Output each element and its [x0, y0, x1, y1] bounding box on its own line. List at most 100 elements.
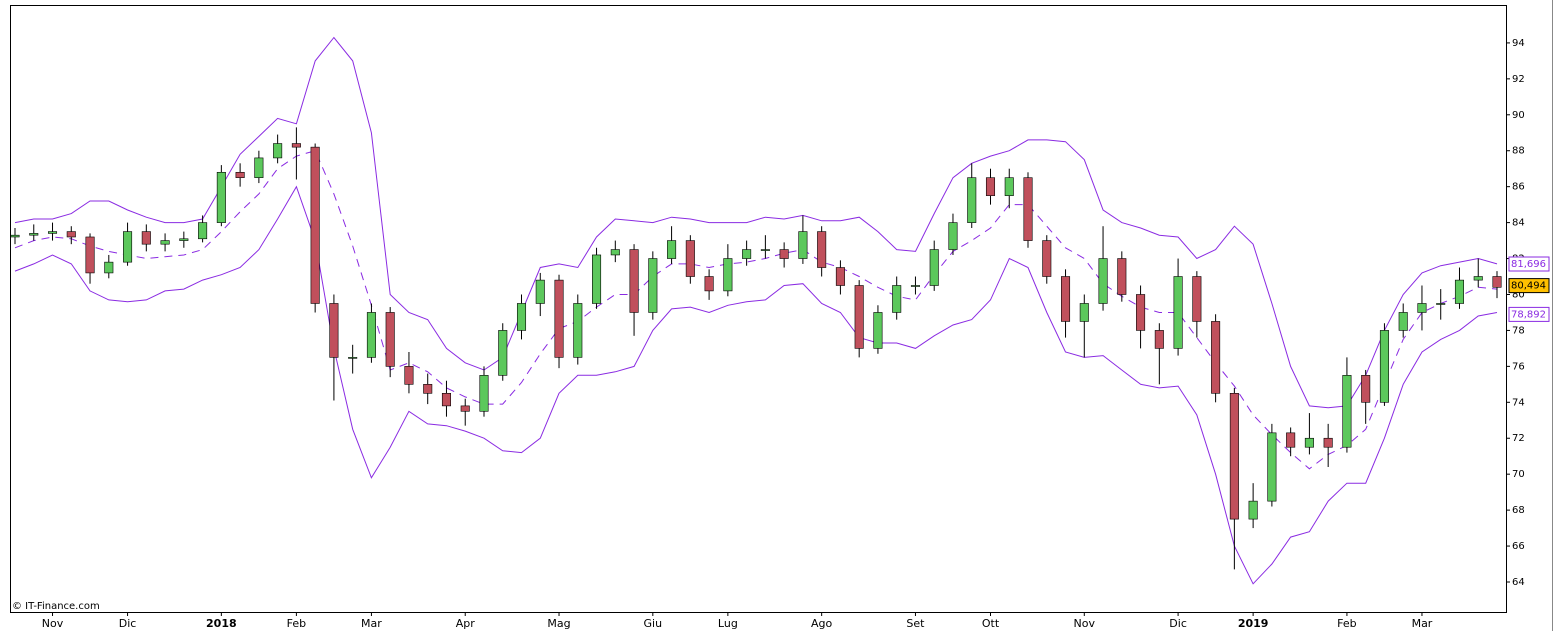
x-tick-label: 2018 [206, 617, 237, 630]
candle-body [1211, 321, 1221, 394]
price-label-box [1508, 306, 1550, 322]
candle-body [366, 312, 376, 358]
candle-body [47, 231, 58, 234]
candle-body [1342, 375, 1352, 448]
x-tick-label: 2019 [1238, 617, 1269, 630]
x-tick-label: Mar [1412, 617, 1433, 630]
candle-body [892, 285, 902, 313]
x-tick-label: Giu [644, 617, 663, 630]
x-tick-label: Dic [119, 617, 137, 630]
candle-body [198, 222, 208, 240]
candle-body [929, 249, 939, 286]
candle-body [423, 384, 433, 394]
candle-body [348, 357, 358, 359]
candle-body [1192, 276, 1202, 322]
candle-body [723, 258, 733, 292]
plot-frame [10, 5, 1507, 613]
candle-body [1286, 432, 1296, 448]
candle-body [254, 157, 264, 178]
candle-body [610, 249, 620, 256]
candle-body [1061, 276, 1071, 322]
x-tick-label: Apr [456, 617, 476, 630]
y-tick-label: 80 [1512, 289, 1525, 300]
y-tick-label: 84 [1512, 218, 1525, 229]
candle-body [760, 249, 770, 251]
candle-body [123, 231, 133, 263]
candle-body [498, 330, 508, 376]
candle-body [873, 312, 883, 349]
y-tick-label: 88 [1512, 146, 1525, 157]
candle-body [1323, 437, 1333, 448]
candle-body [310, 146, 320, 304]
candle-body [573, 303, 583, 358]
candle-body [329, 303, 339, 358]
candle-body [910, 285, 920, 287]
candle-body [779, 249, 789, 259]
watermark: © IT-Finance.com [12, 601, 100, 612]
candle-body [273, 143, 283, 159]
candle-body [535, 279, 545, 304]
candle-body [179, 238, 189, 241]
candle-body [742, 249, 752, 259]
y-tick-label: 72 [1512, 433, 1525, 444]
candle-body [592, 254, 602, 304]
candle-body [160, 240, 170, 245]
candle-body [967, 177, 977, 223]
y-tick-label: 66 [1512, 541, 1525, 552]
price-label: 80,494 [1511, 281, 1546, 292]
candle-body [479, 375, 489, 412]
x-tick-label: Nov [1074, 617, 1096, 630]
x-tick-label: Mar [361, 617, 382, 630]
candle-body [1229, 393, 1239, 520]
candle-body [460, 405, 470, 412]
price-label: 78,892 [1511, 309, 1546, 320]
x-tick-label: Nov [42, 617, 64, 630]
candle-body [1454, 279, 1465, 304]
candle-body [629, 249, 639, 313]
candle-body [648, 258, 658, 313]
candle-body [854, 285, 864, 349]
x-tick-label: Set [906, 617, 925, 630]
candle-body [685, 240, 695, 277]
band-line [14, 36, 1498, 409]
candle-body [1117, 258, 1127, 295]
candle-body [1417, 303, 1427, 313]
candle-body [1473, 276, 1483, 281]
candle-body [1304, 437, 1314, 448]
candle-body [10, 234, 20, 238]
candle-body [1173, 276, 1183, 349]
candle-body [985, 177, 996, 196]
y-tick-label: 70 [1512, 469, 1525, 480]
candle-body [141, 231, 151, 245]
y-tick-label: 78 [1512, 325, 1525, 336]
candle-body [835, 267, 845, 286]
candle-body [1004, 177, 1014, 196]
price-label-box [1508, 256, 1550, 272]
candle-body [1398, 312, 1408, 331]
candle-body [798, 231, 808, 259]
candle-body [1361, 375, 1371, 403]
y-tick-label: 86 [1512, 182, 1525, 193]
candle-body [1154, 330, 1164, 349]
candle-body [85, 236, 95, 274]
y-tick-label: 76 [1512, 361, 1525, 372]
candle-body [291, 143, 301, 148]
band-line [14, 150, 1498, 470]
candle-body [385, 312, 395, 367]
candle-body [704, 276, 714, 292]
y-tick-label: 74 [1512, 397, 1525, 408]
candle-body [554, 279, 564, 358]
price-label-box [1508, 278, 1550, 294]
candle-body [235, 171, 245, 178]
candle-body [1136, 294, 1146, 331]
candle-body [1248, 500, 1258, 520]
x-tick-label: Ago [811, 617, 833, 630]
candle-body [104, 261, 114, 274]
candle-body [1379, 330, 1389, 403]
candle-body [441, 393, 451, 407]
candle-body [1079, 303, 1089, 322]
candle-body [948, 222, 958, 250]
candle-body [216, 171, 226, 223]
